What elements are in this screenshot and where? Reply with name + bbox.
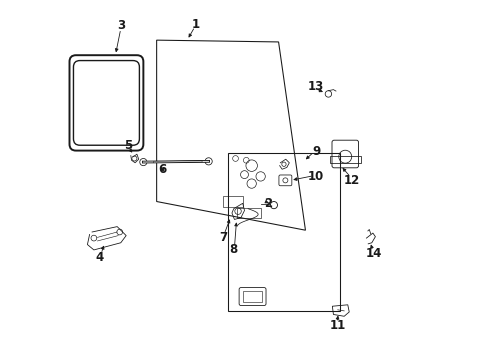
Text: 13: 13 xyxy=(307,80,324,93)
Bar xyxy=(237,208,260,218)
Text: 4: 4 xyxy=(95,251,103,264)
Circle shape xyxy=(140,158,147,166)
Text: 2: 2 xyxy=(263,197,271,210)
Text: 3: 3 xyxy=(117,19,124,32)
Text: 5: 5 xyxy=(123,139,132,152)
Text: 9: 9 xyxy=(311,145,320,158)
Text: 8: 8 xyxy=(229,243,237,256)
Bar xyxy=(228,153,339,311)
Circle shape xyxy=(204,158,212,165)
Bar xyxy=(223,196,242,207)
Text: 7: 7 xyxy=(219,231,226,244)
Bar xyxy=(242,291,262,302)
Text: 10: 10 xyxy=(307,170,324,183)
Text: 11: 11 xyxy=(329,319,345,332)
Text: 6: 6 xyxy=(158,163,166,176)
Text: 14: 14 xyxy=(365,247,381,260)
Text: 12: 12 xyxy=(343,174,360,186)
Bar xyxy=(329,156,360,163)
Text: 1: 1 xyxy=(192,18,200,31)
